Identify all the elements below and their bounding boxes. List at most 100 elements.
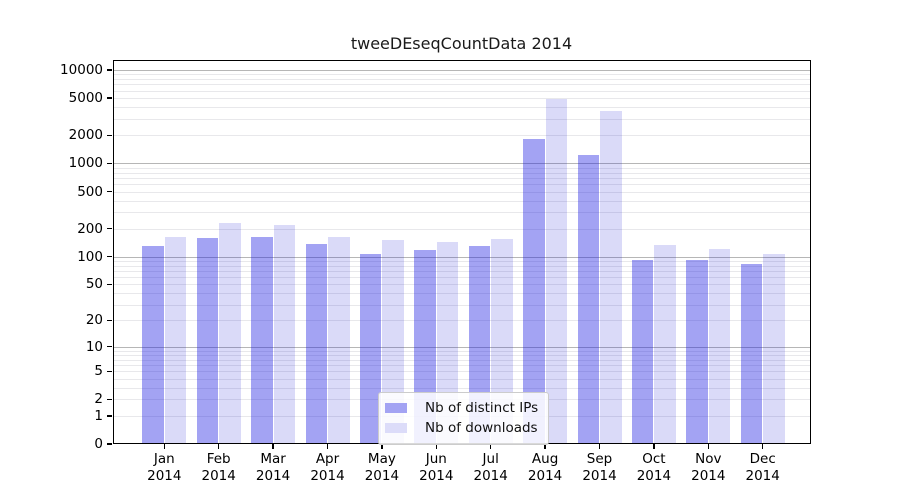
x-tick-mark xyxy=(163,444,165,449)
y-tick-label: 2000 xyxy=(68,127,103,144)
bar-distinct-ips-apr xyxy=(305,244,327,444)
bar-downloads-dec xyxy=(763,254,785,444)
y-tick-label: 500 xyxy=(77,183,103,200)
bar-downloads-mar xyxy=(273,225,296,444)
bar-distinct-ips-dec xyxy=(740,263,763,444)
bar-downloads-sep xyxy=(600,110,622,444)
x-tick-mark xyxy=(272,444,274,449)
gridline-major xyxy=(112,163,811,165)
gridline-minor xyxy=(112,387,811,389)
legend-label-downloads: Nb of downloads xyxy=(425,420,538,436)
y-tick-mark xyxy=(107,415,112,417)
legend-swatch-distinct-ips xyxy=(385,403,407,413)
plot-area xyxy=(112,60,811,444)
gridline-minor xyxy=(112,135,811,137)
bar-downloads-nov xyxy=(708,248,731,444)
x-tick-mark xyxy=(381,444,383,449)
chart-title: tweeDEseqCountData 2014 xyxy=(350,34,573,53)
x-tick-label-jan: Jan 2014 xyxy=(147,451,182,484)
gridline-major xyxy=(112,256,811,258)
y-tick-mark xyxy=(107,283,112,286)
bar-distinct-ips-nov xyxy=(686,259,708,444)
x-tick-label-oct: Oct 2014 xyxy=(636,451,672,484)
x-tick-label-jul: Jul 2014 xyxy=(473,451,508,484)
legend-label-distinct-ips: Nb of distinct IPs xyxy=(425,400,539,416)
y-tick-label: 2 xyxy=(94,391,103,408)
x-tick-label-apr: Apr 2014 xyxy=(310,451,345,484)
gridline-minor xyxy=(112,84,811,86)
x-tick-mark xyxy=(544,444,546,449)
bar-distinct-ips-jan xyxy=(142,245,164,444)
x-tick-label-mar: Mar 2014 xyxy=(255,451,291,484)
y-tick-mark xyxy=(107,443,112,445)
gridline-minor xyxy=(112,107,811,109)
bar-distinct-ips-oct xyxy=(631,259,654,444)
x-tick-mark xyxy=(435,444,437,449)
bar-distinct-ips-mar xyxy=(251,236,273,444)
bar-distinct-ips-sep xyxy=(577,155,599,444)
legend-swatch-downloads xyxy=(385,423,407,433)
y-tick-label: 200 xyxy=(77,220,103,237)
gridline-minor xyxy=(112,200,811,202)
y-tick-mark xyxy=(107,319,112,322)
y-tick-mark xyxy=(107,190,112,193)
gridline-minor xyxy=(112,270,811,272)
x-tick-mark xyxy=(707,444,709,449)
x-tick-label-sep: Sep 2014 xyxy=(582,451,617,484)
bar-distinct-ips-feb xyxy=(196,238,219,444)
y-tick-label: 5000 xyxy=(68,90,103,107)
y-tick-mark xyxy=(107,398,112,401)
bar-distinct-ips-may xyxy=(359,253,382,444)
gridline-minor xyxy=(112,184,811,186)
x-tick-mark xyxy=(653,444,655,449)
bar-downloads-feb xyxy=(219,223,241,444)
y-tick-label: 1 xyxy=(94,407,103,424)
x-tick-mark xyxy=(218,444,220,449)
gridline-minor xyxy=(112,172,811,174)
gridline-minor xyxy=(112,98,811,100)
x-tick-label-may: May 2014 xyxy=(364,451,400,484)
gridline-minor xyxy=(112,277,811,279)
gridline-minor xyxy=(112,177,811,179)
x-tick-label-jun: Jun 2014 xyxy=(419,451,454,484)
bar-downloads-oct xyxy=(654,244,676,444)
gridline-minor xyxy=(112,378,811,380)
bar-downloads-aug xyxy=(545,98,568,444)
gridline-minor xyxy=(112,228,811,230)
gridline-minor xyxy=(112,74,811,76)
x-tick-mark xyxy=(490,444,492,449)
legend: Nb of distinct IPs Nb of downloads xyxy=(378,392,550,445)
x-tick-label-nov: Nov 2014 xyxy=(691,451,726,484)
y-tick-label: 50 xyxy=(85,276,103,293)
y-tick-mark xyxy=(107,97,112,99)
y-tick-mark xyxy=(107,370,112,372)
gridline-minor xyxy=(112,364,811,366)
y-tick-mark xyxy=(107,255,112,258)
gridline-minor xyxy=(112,359,811,361)
gridline-minor xyxy=(112,304,811,306)
y-tick-label: 10 xyxy=(85,338,103,355)
x-tick-label-dec: Dec 2014 xyxy=(745,451,780,484)
gridline-minor xyxy=(112,79,811,81)
gridline-minor xyxy=(112,350,811,352)
x-tick-mark xyxy=(598,444,601,449)
gridline-minor xyxy=(112,354,811,356)
y-tick-mark xyxy=(107,134,112,137)
gridline-minor xyxy=(112,212,811,214)
gridline-minor xyxy=(112,90,811,92)
gridline-minor xyxy=(112,260,811,262)
x-tick-mark xyxy=(326,444,329,449)
gridline-minor xyxy=(112,371,811,373)
y-tick-label: 5 xyxy=(94,363,103,380)
y-tick-label: 100 xyxy=(77,248,103,265)
gridline-minor xyxy=(112,167,811,169)
gridline-minor xyxy=(112,284,811,286)
y-tick-label: 10000 xyxy=(60,62,103,78)
legend-item-downloads: Nb of downloads xyxy=(385,418,538,438)
gridline-major xyxy=(112,346,811,348)
y-tick-mark xyxy=(107,162,112,165)
y-tick-mark xyxy=(107,69,112,71)
y-tick-mark xyxy=(107,345,112,348)
legend-item-distinct-ips: Nb of distinct IPs xyxy=(385,398,538,418)
